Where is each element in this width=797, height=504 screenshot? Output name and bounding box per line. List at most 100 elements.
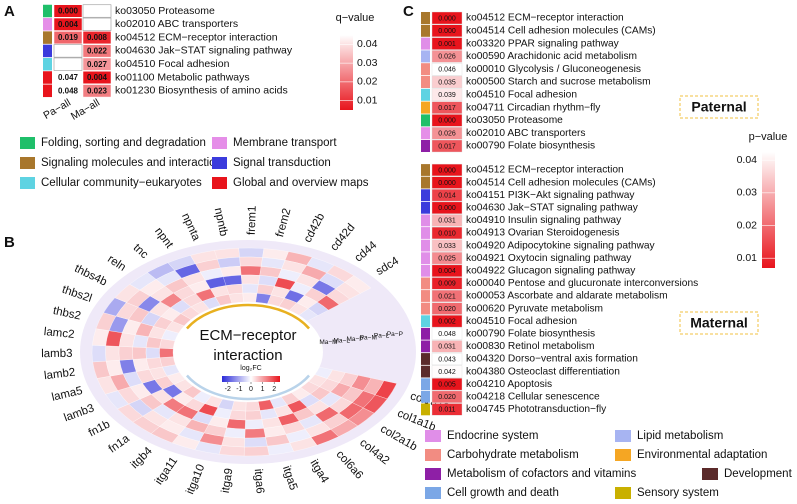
row-label: ko04913 Ovarian Steroidogenesis bbox=[466, 228, 619, 239]
heat-sector bbox=[106, 346, 120, 361]
cell-label: 0.033 bbox=[438, 243, 456, 250]
cell-label: 0.026 bbox=[438, 54, 456, 61]
empty-cell bbox=[82, 4, 112, 18]
cell-label: 0.000 bbox=[438, 28, 456, 35]
cell-label: 0.021 bbox=[438, 293, 456, 300]
heat-sector bbox=[245, 419, 264, 429]
category-strip bbox=[43, 71, 52, 84]
category-strip bbox=[421, 327, 430, 340]
category-strip bbox=[421, 37, 430, 50]
category-strip bbox=[421, 252, 430, 265]
column-label: Pa−all bbox=[41, 97, 73, 122]
ring-label: Pa−L bbox=[374, 333, 390, 340]
cell-label: 0.001 bbox=[438, 41, 456, 48]
category-strip bbox=[421, 164, 430, 176]
heat-cell bbox=[431, 239, 463, 252]
group-label: Paternal bbox=[691, 99, 746, 115]
colorbar-tick-label: -1 bbox=[236, 386, 242, 393]
colorbar bbox=[222, 376, 280, 382]
circular-heatmap bbox=[80, 240, 416, 464]
heat-sector bbox=[133, 347, 147, 359]
heat-sector bbox=[133, 335, 149, 348]
cell-label: 0.000 bbox=[438, 205, 456, 212]
legend-swatch bbox=[425, 449, 441, 461]
cell-label: 0.022 bbox=[87, 47, 108, 56]
heat-cell bbox=[431, 289, 463, 303]
row-label: ko04921 Oxytocin signaling pathway bbox=[466, 253, 632, 264]
gene-label: cd42d bbox=[328, 222, 357, 254]
heat-cell bbox=[53, 71, 83, 84]
category-strip bbox=[421, 189, 430, 202]
gene-label: itga6 bbox=[252, 468, 266, 494]
legend-swatch bbox=[425, 468, 441, 480]
heat-sector bbox=[92, 345, 106, 362]
heat-cell bbox=[53, 84, 83, 98]
gene-label: reln bbox=[105, 253, 128, 274]
category-strip bbox=[421, 101, 430, 114]
colorbar-tick-label: 0.04 bbox=[737, 154, 758, 166]
cell-label: 0.031 bbox=[438, 218, 456, 225]
row-label: ko04711 Circadian rhythm−fly bbox=[466, 102, 601, 113]
cell-label: 0.020 bbox=[438, 394, 456, 401]
gene-label: sdc4 bbox=[374, 255, 401, 278]
heat-sector bbox=[160, 348, 174, 357]
cell-label: 0.014 bbox=[438, 193, 456, 200]
cell-label: 0.004 bbox=[438, 268, 456, 275]
gene-label: col2a1b bbox=[378, 423, 419, 453]
center-title: interaction bbox=[213, 347, 282, 364]
colorbar bbox=[762, 152, 775, 268]
gene-label: npnt bbox=[152, 226, 175, 252]
legend-swatch bbox=[20, 157, 35, 169]
heat-cell bbox=[431, 327, 463, 340]
heat-cell bbox=[431, 340, 463, 353]
legend-label: Endocrine system bbox=[447, 430, 538, 442]
empty-cell bbox=[53, 44, 83, 58]
category-strip bbox=[43, 57, 52, 71]
category-strip bbox=[43, 44, 52, 58]
heat-cell bbox=[431, 264, 463, 277]
cell-label: 0.019 bbox=[58, 33, 79, 42]
legend-swatch bbox=[212, 157, 227, 169]
colorbar-tick-label: 1 bbox=[261, 386, 265, 393]
heat-cell bbox=[431, 50, 463, 63]
gene-label: cd44 bbox=[353, 239, 380, 265]
heat-cell bbox=[431, 75, 463, 89]
row-label: ko04630 Jak−STAT signaling pathway bbox=[115, 45, 293, 57]
cell-label: 0.005 bbox=[438, 382, 456, 389]
heat-cell bbox=[431, 252, 463, 265]
legend-label: Global and overview maps bbox=[233, 177, 369, 189]
category-strip bbox=[421, 353, 430, 365]
gene-label: itgb4 bbox=[129, 445, 156, 472]
legend-label: Development bbox=[724, 468, 793, 480]
heat-cell bbox=[431, 176, 463, 189]
colorbar-title: log₂FC bbox=[240, 365, 261, 372]
heat-sector bbox=[222, 437, 245, 447]
row-label: ko00010 Glycolysis / Gluconeogenesis bbox=[466, 64, 641, 75]
heat-cell bbox=[431, 163, 463, 177]
ring-label: Ma−P bbox=[346, 336, 363, 343]
ring-label: Ma−M bbox=[319, 339, 337, 346]
category-strip bbox=[421, 12, 430, 24]
legend-label: Cellular community−eukaryotes bbox=[41, 177, 202, 189]
panel-label: C bbox=[403, 3, 414, 20]
cell-label: 0.017 bbox=[438, 105, 456, 112]
cell-label: 0.047 bbox=[58, 73, 79, 82]
heat-sector bbox=[245, 428, 266, 438]
ring-label: Ma−L bbox=[334, 337, 351, 344]
empty-cell bbox=[82, 17, 112, 31]
column-label: Ma−all bbox=[69, 97, 102, 123]
category-strip bbox=[421, 127, 430, 140]
gene-label: npnta bbox=[179, 211, 202, 243]
gene-label: thbs4b bbox=[72, 263, 108, 289]
cell-label: 0.004 bbox=[87, 73, 108, 82]
ring-label: Pa−M bbox=[360, 334, 377, 341]
row-label: ko04218 Cellular senescence bbox=[466, 391, 600, 402]
row-label: ko04510 Focal adhesion bbox=[466, 316, 577, 327]
heat-sector bbox=[244, 437, 267, 447]
legend-swatch bbox=[212, 177, 227, 189]
legend-swatch bbox=[212, 137, 227, 149]
panel-label: B bbox=[4, 234, 15, 251]
heat-sector bbox=[229, 410, 246, 420]
legend-swatch bbox=[20, 177, 35, 189]
cell-label: 0.000 bbox=[58, 7, 79, 16]
